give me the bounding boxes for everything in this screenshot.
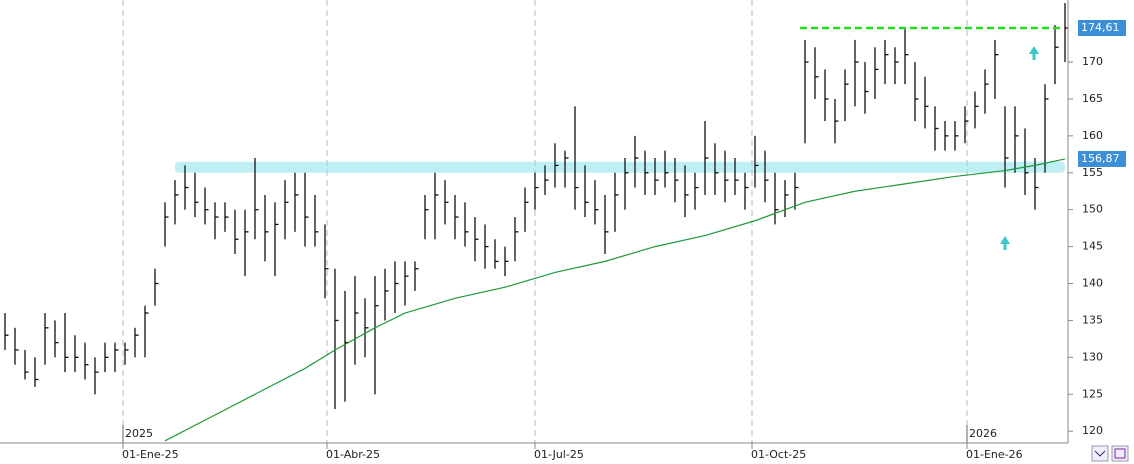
moving-average <box>164 158 1066 442</box>
y-tick-label: 170 <box>1082 55 1103 68</box>
save-icon <box>1114 448 1126 459</box>
y-tick-label: 150 <box>1082 203 1103 216</box>
x-tick-label: 01-Abr-25 <box>326 448 380 461</box>
y-tick-label: 130 <box>1082 350 1103 363</box>
x-tick-label: 01-Jul-25 <box>534 448 584 461</box>
year-label: 2026 <box>969 427 997 440</box>
price-label-box <box>1078 19 1126 36</box>
y-tick-label: 145 <box>1082 240 1103 253</box>
up-arrow <box>1029 46 1039 60</box>
price-label: 174,61 <box>1081 21 1120 34</box>
x-tick-label: 01-Oct-25 <box>751 448 806 461</box>
price-label: 156,87 <box>1081 152 1120 165</box>
year-label: 2025 <box>125 427 153 440</box>
x-tick-label: 01-Ene-26 <box>966 448 1023 461</box>
x-tick-label: 01-Ene-25 <box>122 448 179 461</box>
price-label-box <box>1078 150 1126 167</box>
y-tick-label: 165 <box>1082 92 1103 105</box>
y-tick-label: 155 <box>1082 166 1103 179</box>
up-arrow <box>1000 236 1010 250</box>
save-button[interactable] <box>1111 445 1129 462</box>
zoom-icon <box>1094 450 1106 457</box>
y-tick-label: 160 <box>1082 129 1103 142</box>
zoom-button[interactable] <box>1091 445 1109 462</box>
y-tick-label: 120 <box>1082 424 1103 437</box>
y-tick-label: 140 <box>1082 277 1103 290</box>
y-tick-label: 125 <box>1082 387 1103 400</box>
support-zone <box>175 161 1065 173</box>
y-tick-label: 135 <box>1082 313 1103 326</box>
